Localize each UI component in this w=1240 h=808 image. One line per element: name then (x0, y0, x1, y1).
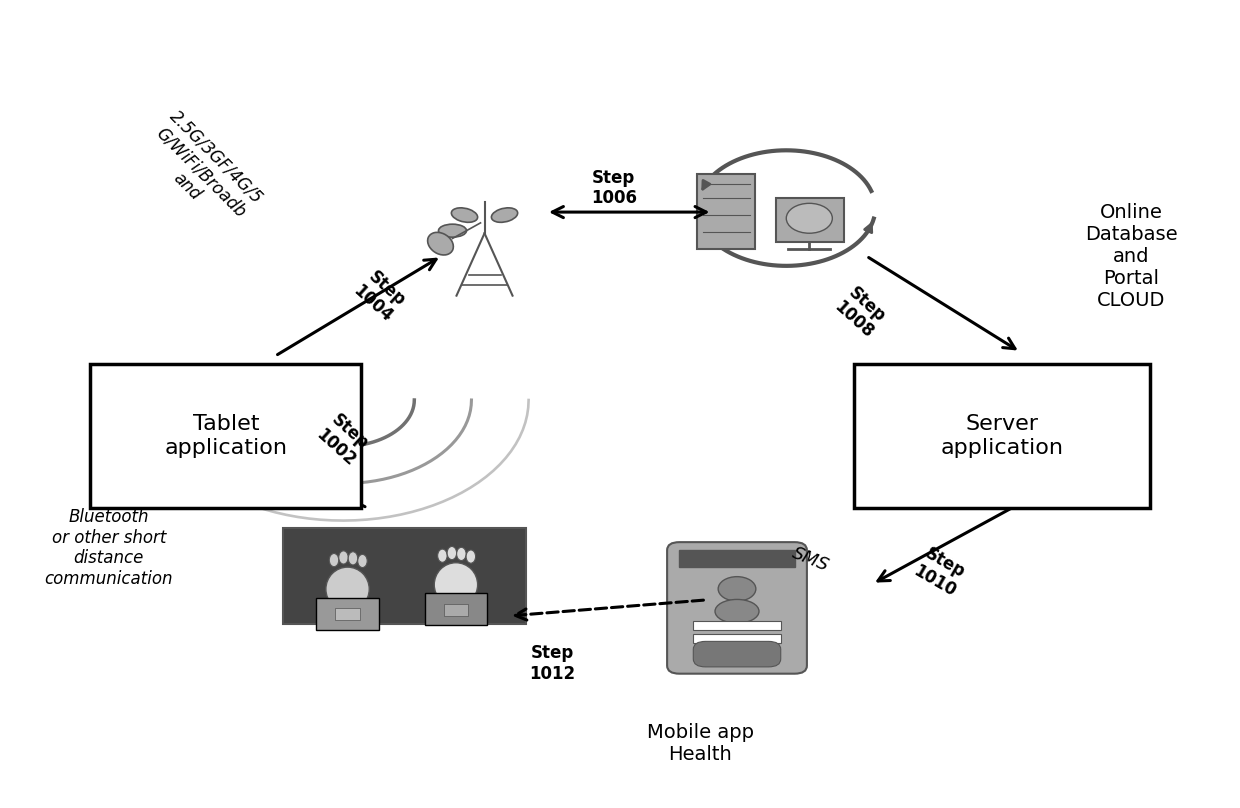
FancyBboxPatch shape (316, 598, 379, 629)
Ellipse shape (434, 562, 477, 607)
Text: Bluetooth
or other short
distance
communication: Bluetooth or other short distance commun… (45, 507, 174, 588)
FancyBboxPatch shape (667, 542, 807, 674)
Circle shape (786, 204, 832, 234)
Ellipse shape (438, 549, 448, 562)
Ellipse shape (428, 233, 454, 255)
Text: Step
1002: Step 1002 (312, 410, 373, 469)
Ellipse shape (466, 550, 476, 563)
Text: Step
1008: Step 1008 (830, 282, 890, 342)
Ellipse shape (456, 547, 466, 561)
Ellipse shape (439, 224, 466, 238)
Ellipse shape (339, 551, 348, 564)
FancyBboxPatch shape (693, 634, 781, 643)
Text: Step
1010: Step 1010 (910, 544, 970, 600)
FancyBboxPatch shape (91, 364, 361, 508)
Text: Step
1012: Step 1012 (529, 645, 575, 684)
Text: 2.5G/3GF/4G/5
G/WiFi/Broadb
and: 2.5G/3GF/4G/5 G/WiFi/Broadb and (136, 107, 265, 237)
Circle shape (718, 577, 756, 601)
Ellipse shape (330, 553, 339, 566)
FancyBboxPatch shape (693, 621, 781, 629)
Text: Online
Database
and
Portal
CLOUD: Online Database and Portal CLOUD (1085, 203, 1178, 309)
Text: Server
application: Server application (940, 415, 1064, 457)
FancyBboxPatch shape (854, 364, 1149, 508)
FancyBboxPatch shape (335, 608, 360, 620)
FancyBboxPatch shape (424, 593, 487, 625)
FancyBboxPatch shape (697, 174, 755, 249)
FancyBboxPatch shape (444, 604, 469, 616)
FancyBboxPatch shape (776, 198, 844, 242)
Ellipse shape (326, 567, 370, 611)
Ellipse shape (715, 600, 759, 623)
Text: Mobile app
Health: Mobile app Health (646, 723, 754, 764)
Ellipse shape (348, 552, 357, 565)
Ellipse shape (357, 554, 367, 567)
Text: SMS: SMS (790, 545, 832, 575)
FancyBboxPatch shape (283, 528, 527, 625)
Ellipse shape (448, 546, 456, 560)
Ellipse shape (491, 208, 517, 222)
Ellipse shape (451, 208, 477, 222)
Text: Tablet
application: Tablet application (165, 415, 288, 457)
Text: Step
1006: Step 1006 (590, 169, 637, 208)
Text: Step
1004: Step 1004 (350, 266, 410, 326)
FancyBboxPatch shape (693, 642, 781, 667)
FancyBboxPatch shape (680, 550, 795, 567)
